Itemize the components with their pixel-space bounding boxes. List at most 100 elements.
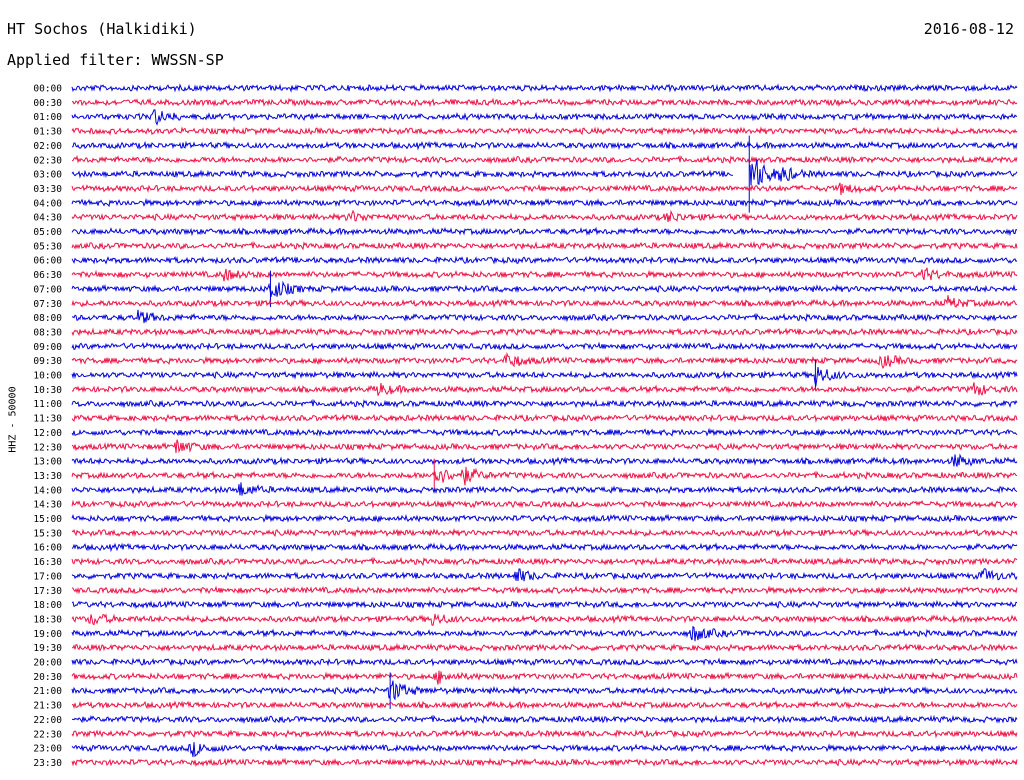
row-time-label: 14:30 — [33, 500, 62, 511]
row-time-label: 19:30 — [33, 643, 62, 654]
row-time-label: 17:00 — [33, 571, 62, 582]
trace-line — [71, 140, 1018, 151]
row-time-label: 08:00 — [33, 313, 62, 324]
trace-line — [71, 97, 1018, 108]
trace-line — [71, 413, 1018, 423]
trace-line — [71, 513, 1018, 524]
trace-line — [71, 182, 1018, 195]
trace-line — [71, 309, 1018, 324]
trace-line — [71, 255, 1018, 265]
trace-line — [71, 427, 1018, 438]
row-time-label: 09:00 — [33, 342, 62, 353]
trace-line — [71, 757, 1018, 768]
row-time-label: 03:00 — [33, 170, 62, 181]
trace-line — [71, 613, 1018, 626]
row-time-label: 22:30 — [33, 729, 62, 740]
trace-line — [71, 197, 1018, 208]
trace-line — [71, 700, 1018, 711]
trace-line — [71, 482, 1018, 496]
trace-line — [71, 714, 1018, 725]
trace-line — [71, 109, 1018, 126]
row-time-label: 14:00 — [33, 485, 62, 496]
trace-line — [71, 439, 1018, 454]
trace-line — [71, 466, 1018, 486]
trace-group — [71, 83, 1018, 768]
row-time-label: 16:30 — [33, 557, 62, 568]
row-time-label: 11:30 — [33, 414, 62, 425]
trace-line — [71, 280, 1018, 297]
row-time-label: 06:00 — [33, 256, 62, 267]
row-time-label: 18:00 — [33, 600, 62, 611]
trace-line — [71, 556, 1018, 567]
row-time-label: 09:30 — [33, 356, 62, 367]
filter-label: Applied filter: WWSSN-SP — [7, 51, 224, 69]
row-time-label: 15:30 — [33, 528, 62, 539]
trace-line — [71, 159, 1018, 186]
trace-line — [71, 267, 1018, 282]
record-date: 2016-08-12 — [923, 20, 1014, 38]
row-time-label: 02:30 — [33, 155, 62, 166]
trace-line — [71, 742, 1018, 758]
row-time-label: 05:30 — [33, 241, 62, 252]
row-time-label: 13:30 — [33, 471, 62, 482]
row-time-label: 10:30 — [33, 385, 62, 396]
row-time-label: 03:30 — [33, 184, 62, 195]
row-time-label: 05:00 — [33, 227, 62, 238]
trace-line — [71, 625, 1018, 642]
row-time-label: 15:00 — [33, 514, 62, 525]
row-time-label: 02:00 — [33, 141, 62, 152]
row-time-label: 23:00 — [33, 744, 62, 755]
trace-line — [71, 599, 1018, 610]
trace-line — [71, 382, 1018, 397]
row-time-label: 08:30 — [33, 327, 62, 338]
row-time-label: 00:30 — [33, 98, 62, 109]
trace-line — [71, 499, 1018, 509]
row-time-label: 17:30 — [33, 586, 62, 597]
trace-line — [71, 295, 1018, 309]
row-time-label: 21:00 — [33, 686, 62, 697]
row-time-label: 23:30 — [33, 758, 62, 769]
trace-line — [71, 729, 1018, 739]
row-time-label: 19:00 — [33, 629, 62, 640]
trace-line — [71, 670, 1018, 685]
row-time-label: 07:00 — [33, 284, 62, 295]
trace-line — [71, 241, 1018, 251]
row-time-label: 22:00 — [33, 715, 62, 726]
row-time-label: 01:00 — [33, 112, 62, 123]
row-time-label: 12:30 — [33, 442, 62, 453]
row-time-label: 21:30 — [33, 701, 62, 712]
trace-line — [71, 83, 1018, 93]
row-time-label: 06:30 — [33, 270, 62, 281]
row-time-label: 07:30 — [33, 299, 62, 310]
row-time-label: 01:30 — [33, 127, 62, 138]
row-time-label: 16:00 — [33, 543, 62, 554]
trace-line — [71, 327, 1018, 337]
row-time-label: 10:00 — [33, 371, 62, 382]
row-time-label: 04:00 — [33, 198, 62, 209]
trace-line — [71, 154, 1018, 165]
row-time-label: 12:00 — [33, 428, 62, 439]
trace-line — [71, 351, 1018, 370]
trace-line — [71, 542, 1018, 553]
trace-line — [71, 453, 1018, 467]
trace-line — [71, 367, 1018, 387]
tick-label-group: 00:00 00:30 01:00 01:30 02:00 02:30 03:00 03:30… — [33, 84, 62, 769]
row-time-label: 00:00 — [33, 84, 62, 95]
trace-line — [71, 209, 1018, 223]
trace-line — [71, 642, 1018, 653]
trace-line — [71, 528, 1018, 538]
trace-line — [71, 226, 1018, 237]
trace-line — [71, 680, 1018, 701]
trace-line — [71, 126, 1018, 136]
row-time-label: 20:00 — [33, 658, 62, 669]
trace-line — [71, 585, 1018, 595]
row-time-label: 13:00 — [33, 457, 62, 468]
row-time-label: 11:00 — [33, 399, 62, 410]
trace-line — [71, 341, 1018, 351]
row-time-label: 04:30 — [33, 213, 62, 224]
trace-line — [71, 398, 1018, 409]
trace-line — [71, 567, 1018, 582]
row-time-label: 20:30 — [33, 672, 62, 683]
row-time-label: 18:30 — [33, 614, 62, 625]
